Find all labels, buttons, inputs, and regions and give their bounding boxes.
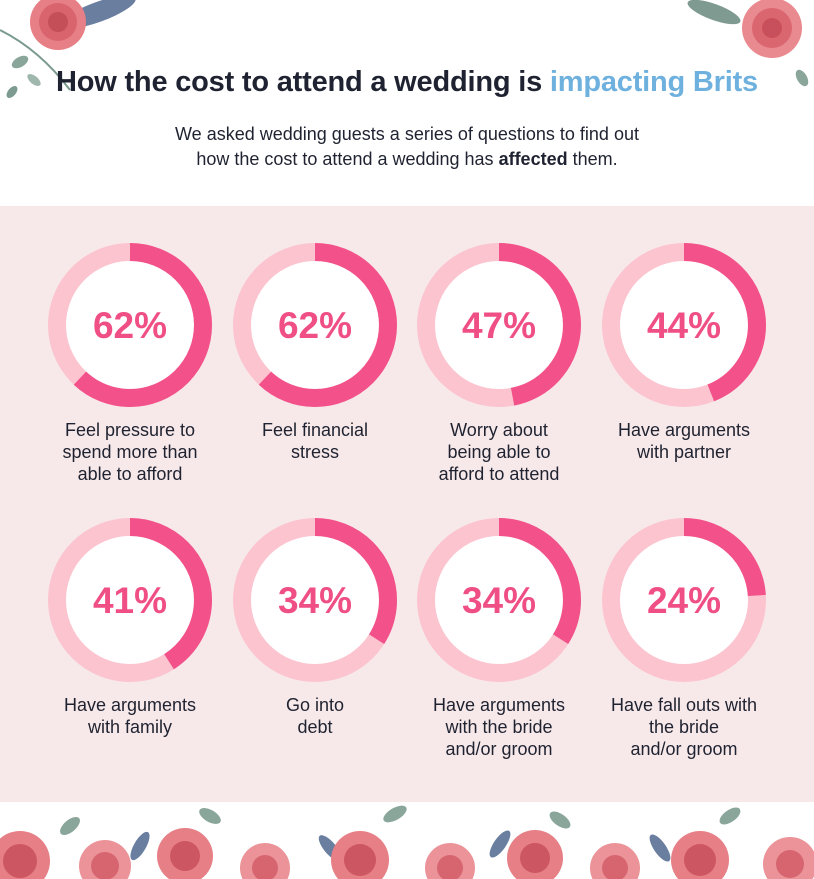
title-accent: impacting Brits (549, 66, 758, 98)
subtitle-line-2-post: them. (572, 149, 618, 169)
donut-value-label: 41% (93, 580, 167, 621)
donut-item: 34% Go into debt (215, 518, 415, 738)
subtitle-line-2-pre: how the cost to attend a wedding has (196, 149, 494, 169)
donut-chart: 41% (48, 518, 212, 682)
donut-value-arc (233, 243, 397, 407)
donut-value-label: 62% (278, 305, 352, 346)
floral-decoration-bottom (0, 786, 814, 879)
donut-chart: 44% (602, 243, 766, 407)
donut-chart: 34% (233, 518, 397, 682)
donut-chart: 24% (602, 518, 766, 682)
donut-value-label: 24% (647, 580, 721, 621)
donut-value-label: 44% (647, 305, 721, 346)
donut-item: 62% Feel pressure to spend more than able… (30, 243, 230, 485)
subtitle-line-1: We asked wedding guests a series of ques… (175, 124, 639, 144)
donut-value-arc (417, 518, 581, 682)
donut-value-label: 34% (462, 580, 536, 621)
donut-item: 47% Worry about being able to afford to a… (399, 243, 599, 485)
donut-chart: 62% (48, 243, 212, 407)
donut-category-label: Go into debt (285, 695, 345, 737)
donut-item: 62% Feel financial stress (215, 243, 415, 463)
donut-category-label: Have fall outs with the bride and/or gro… (610, 695, 758, 759)
donut-category-label: Feel financial stress (261, 420, 369, 462)
title-main: How the cost to attend a wedding is (56, 66, 543, 98)
donut-value-arc (233, 518, 397, 682)
donut-item: 41% Have arguments with family (30, 518, 230, 738)
subtitle: We asked wedding guests a series of ques… (0, 122, 814, 172)
floral-decoration-top-right (684, 0, 814, 100)
donut-value-arc (417, 243, 581, 407)
floral-decoration-top-left (0, 0, 150, 110)
donut-category-label: Feel pressure to spend more than able to… (62, 420, 198, 484)
donut-chart: 34% (417, 518, 581, 682)
donut-value-label: 62% (93, 305, 167, 346)
donut-chart: 47% (417, 243, 581, 407)
donut-value-arc (602, 518, 766, 682)
donut-value-arc (48, 518, 212, 682)
donut-category-label: Have arguments with the bride and/or gro… (432, 695, 566, 759)
page-title: How the cost to attend a wedding is impa… (0, 66, 814, 99)
donut-item: 24% Have fall outs with the bride and/or … (584, 518, 784, 760)
donut-category-label: Have arguments with partner (617, 420, 751, 462)
donut-value-arc (48, 243, 212, 407)
donut-category-label: Have arguments with family (63, 695, 197, 737)
subtitle-line-2-bold: affected (498, 149, 568, 169)
donut-item: 44% Have arguments with partner (584, 243, 784, 463)
donut-value-label: 47% (462, 305, 536, 346)
donut-item: 34% Have arguments with the bride and/or … (399, 518, 599, 760)
donut-category-label: Worry about being able to afford to atte… (438, 420, 560, 484)
donut-value-label: 34% (278, 580, 352, 621)
donut-chart: 62% (233, 243, 397, 407)
donut-value-arc (602, 243, 766, 407)
